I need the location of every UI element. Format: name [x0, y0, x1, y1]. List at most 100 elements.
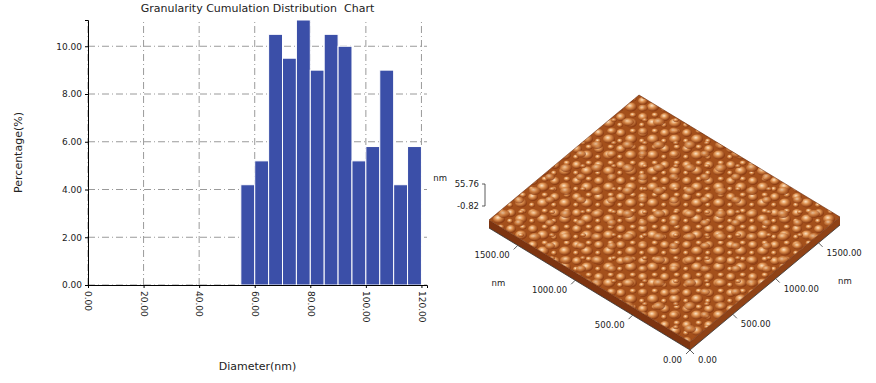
surface-x-axis: 0.00 500.00 1000.00 1500.00 nm — [690, 225, 862, 365]
surface-z-axis: -0.82 55.76 nm — [433, 173, 485, 211]
grid-line-x — [199, 20, 200, 285]
surface-outline — [489, 95, 840, 342]
x-tick: 80.00 — [306, 285, 316, 317]
x-tick-mark — [310, 285, 311, 288]
x-tick-mark — [144, 285, 145, 288]
x-tick-label: 120.00 — [417, 291, 427, 323]
x-tick-label: 0.00 — [698, 355, 717, 365]
surface-panel: 0.00 500.00 1000.00 1500.00 nm 0.00 500.00 1000… — [433, 95, 861, 365]
y-tick-label: 0.00 — [62, 280, 82, 290]
surface-top-texture — [489, 95, 840, 342]
x-tick-mark — [255, 285, 256, 288]
x-tick-mark — [421, 285, 422, 288]
axis-line — [489, 228, 690, 350]
y-tick: 10.00 — [56, 42, 88, 52]
grid-line-y — [88, 94, 427, 95]
x-tick-label: 1500.00 — [827, 248, 862, 258]
y-tick-label: 2.00 — [62, 233, 82, 243]
x-tick-mark — [733, 314, 737, 318]
z-tick-mark — [482, 206, 485, 207]
x-tick: 20.00 — [139, 285, 149, 317]
bars — [241, 20, 422, 285]
y-tick-mark — [514, 245, 518, 249]
bar — [380, 70, 394, 285]
x-tick-label: 500.00 — [741, 319, 771, 329]
x-tick: 100.00 — [361, 285, 371, 323]
x-tick: 60.00 — [250, 285, 260, 317]
z-axis-title: nm — [433, 173, 447, 183]
y-axis-line — [85, 21, 89, 286]
x-tick-mark — [819, 243, 823, 247]
y-tick-mark — [85, 190, 88, 191]
x-tick-label: 40.00 — [194, 291, 204, 317]
y-tick-mark — [85, 142, 88, 143]
bar — [352, 161, 366, 285]
y-tick: 8.00 — [62, 89, 88, 99]
bar — [394, 185, 408, 285]
x-axis-title: Diameter(nm) — [219, 360, 297, 373]
y-axis-title: nm — [492, 278, 506, 288]
x-tick-mark — [690, 350, 694, 354]
y-tick-label: 6.00 — [62, 137, 82, 147]
bar — [338, 46, 352, 285]
surface-top — [489, 95, 840, 342]
grid-line-y — [88, 141, 427, 142]
y-tick-mark — [85, 94, 88, 95]
x-tick: 40.00 — [194, 285, 204, 317]
x-tick-label: 60.00 — [250, 291, 260, 317]
bar — [241, 185, 255, 285]
bar — [408, 147, 422, 285]
bar — [324, 34, 338, 285]
y-tick-label: 1000.00 — [532, 285, 567, 295]
y-tick: 6.00 — [62, 137, 88, 147]
x-tick-mark — [366, 285, 367, 288]
bar — [269, 34, 283, 285]
grid-line-y — [88, 46, 427, 47]
figure: 0.0020.0040.0060.0080.00100.00120.000.00… — [0, 0, 876, 383]
x-tick-mark — [199, 285, 200, 288]
y-tick-mark — [85, 237, 88, 238]
bar — [296, 20, 310, 285]
bar — [310, 70, 324, 285]
y-tick-label: 10.00 — [56, 42, 82, 52]
surface-y-axis: 0.00 500.00 1000.00 1500.00 nm — [475, 228, 690, 365]
x-axis: 0.00 20.00 40.00 60.00 80.00 100.00 120.00 — [83, 285, 427, 323]
x-tick-label: 0.00 — [83, 291, 93, 311]
z-tick-mark — [482, 184, 485, 185]
x-axis-title: nm — [838, 276, 852, 286]
bar — [255, 161, 269, 285]
x-tick-label: 20.00 — [139, 291, 149, 317]
histogram-panel: 0.0020.0040.0060.0080.00100.00120.000.00… — [12, 2, 428, 373]
y-tick: 2.00 — [62, 233, 88, 243]
x-tick-label: 100.00 — [361, 291, 371, 323]
y-tick-label: 0.00 — [663, 355, 682, 365]
z-tick-label: 55.76 — [455, 179, 479, 189]
y-tick-label: 1500.00 — [475, 250, 510, 260]
bar — [366, 147, 380, 285]
y-tick-mark — [571, 280, 575, 284]
bar — [283, 58, 297, 285]
y-axis: 0.00 2.00 4.00 6.00 8.00 10.00 — [56, 21, 88, 291]
z-tick-label: -0.82 — [457, 201, 479, 211]
axis-line — [485, 184, 486, 206]
y-tick-mark — [85, 46, 88, 47]
grid-line-x — [143, 20, 144, 285]
y-tick-label: 500.00 — [595, 320, 625, 330]
grid — [88, 20, 427, 285]
x-tick: 0.00 — [83, 285, 93, 311]
y-tick-mark — [686, 350, 690, 354]
y-tick-label: 4.00 — [62, 185, 82, 195]
chart-title: Granularity Cumulation Distribution Char… — [141, 2, 375, 15]
x-axis-line — [89, 286, 428, 289]
y-tick-label: 8.00 — [62, 89, 82, 99]
x-tick-mark — [776, 279, 780, 283]
y-tick: 0.00 — [62, 280, 88, 290]
y-tick-mark — [629, 315, 633, 319]
y-axis-title: Percentage(%) — [12, 112, 25, 193]
axis-line — [690, 225, 840, 350]
x-tick: 120.00 — [417, 285, 427, 323]
x-tick-label: 80.00 — [306, 291, 316, 317]
x-tick-label: 1000.00 — [784, 284, 819, 294]
y-tick: 4.00 — [62, 185, 88, 195]
y-tick-mark — [85, 285, 88, 286]
